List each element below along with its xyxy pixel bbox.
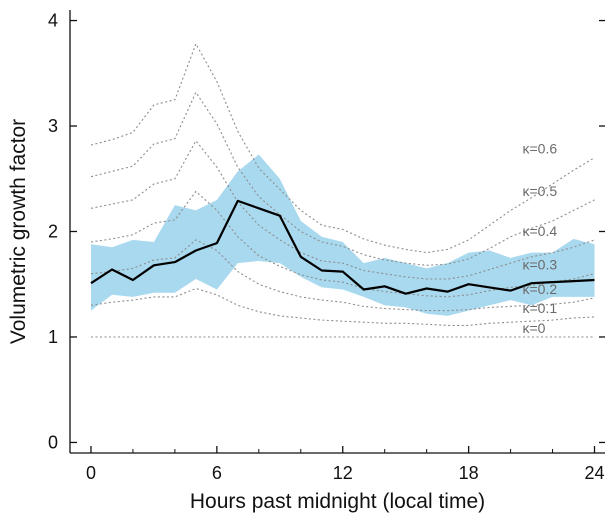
- kappa-label-4: κ=0.4: [523, 223, 558, 239]
- y-tick-label: 3: [48, 116, 58, 136]
- kappa-curves-layer: [90, 42, 595, 338]
- x-tick-label: 18: [459, 463, 479, 483]
- kappa-curve-4: [90, 139, 595, 280]
- x-tick-label: 6: [212, 463, 222, 483]
- kappa-labels-layer: κ=0 κ=0.1 κ=0.2 κ=0.3 κ=0.4 κ=0.5 κ=0.6: [523, 141, 558, 336]
- x-tick-label: 0: [86, 463, 96, 483]
- confidence-band-layer: [91, 154, 595, 316]
- kappa-curve-2: [90, 239, 595, 312]
- x-axis-title: Hours past midnight (local time): [190, 490, 485, 513]
- x-tick-label: 24: [584, 463, 604, 483]
- x-tick-label: 12: [333, 463, 353, 483]
- uncertainty-band: [91, 154, 595, 316]
- y-tick-label: 1: [48, 327, 58, 347]
- kappa-label-1: κ=0.1: [523, 300, 558, 316]
- y-axis-title: Volumetric growth factor: [7, 119, 30, 344]
- y-tick-label: 4: [48, 11, 58, 31]
- median-series-line: [90, 199, 595, 295]
- kappa-label-2: κ=0.2: [523, 281, 558, 297]
- kappa-label-3: κ=0.3: [523, 257, 558, 273]
- y-tick-label: 2: [48, 222, 58, 242]
- kappa-curve-5: [90, 91, 595, 266]
- kappa-label-5: κ=0.5: [523, 183, 558, 199]
- kappa-label-6: κ=0.6: [523, 141, 558, 157]
- kappa-curve-3: [90, 190, 595, 298]
- y-tick-label: 0: [48, 432, 58, 452]
- median-line-layer: [90, 199, 595, 295]
- kappa-curve-6: [90, 42, 595, 254]
- kappa-label-0: κ=0: [523, 320, 546, 336]
